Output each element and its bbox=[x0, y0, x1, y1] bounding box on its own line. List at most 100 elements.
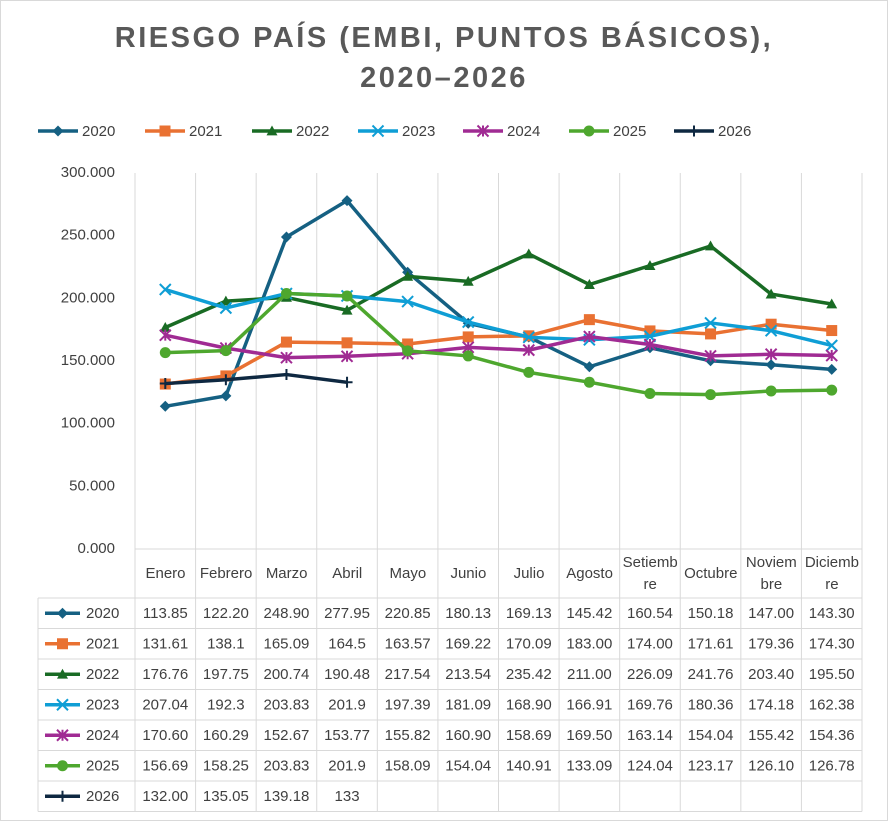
table-cell: 162.38 bbox=[809, 697, 855, 714]
marker bbox=[688, 125, 700, 137]
table-cell: 131.61 bbox=[142, 636, 188, 653]
table-cell: 145.42 bbox=[566, 605, 612, 622]
table-row-label: 2024 bbox=[86, 727, 119, 744]
series-line bbox=[165, 372, 348, 386]
y-tick-label: 150.000 bbox=[61, 352, 115, 369]
table-cell: 176.76 bbox=[142, 666, 188, 683]
legend-label: 2024 bbox=[507, 123, 540, 140]
table-cell: 174.00 bbox=[627, 636, 673, 653]
marker bbox=[280, 336, 292, 348]
marker bbox=[825, 339, 838, 352]
x-tick-label: Setiembre bbox=[622, 554, 678, 593]
x-tick-label: Octubre bbox=[684, 565, 738, 582]
marker bbox=[402, 338, 414, 350]
table-cell: 174.18 bbox=[748, 697, 794, 714]
x-tick-label: Febrero bbox=[199, 565, 253, 582]
series-line bbox=[164, 287, 833, 348]
marker bbox=[583, 125, 595, 137]
marker bbox=[159, 378, 171, 390]
marker bbox=[57, 668, 68, 679]
x-tick-label: Diciembre bbox=[804, 554, 859, 593]
marker bbox=[462, 350, 474, 362]
table-row-label: 2023 bbox=[86, 697, 119, 714]
table-cell: 174.30 bbox=[809, 636, 855, 653]
table-cell: 220.85 bbox=[385, 605, 431, 622]
legend-label: 2026 bbox=[718, 123, 751, 140]
table-cell: 113.85 bbox=[143, 605, 188, 622]
table-cell: 160.90 bbox=[445, 727, 491, 744]
table-cell: 123.17 bbox=[688, 758, 734, 775]
table-cell: 124.04 bbox=[627, 758, 673, 775]
table-cell: 133.09 bbox=[566, 758, 612, 775]
marker bbox=[462, 315, 475, 329]
table-cell: 153.77 bbox=[324, 727, 370, 744]
table-cell: 122.20 bbox=[203, 605, 249, 622]
marker bbox=[705, 328, 717, 340]
marker bbox=[583, 279, 595, 289]
table-cell: 203.83 bbox=[264, 758, 310, 775]
marker bbox=[220, 295, 232, 306]
marker bbox=[341, 376, 353, 388]
legend-label: 2021 bbox=[189, 123, 222, 140]
x-tick-label: Agosto bbox=[566, 565, 613, 582]
table-cell: 170.09 bbox=[506, 636, 552, 653]
marker bbox=[57, 607, 68, 619]
y-tick-label: 100.000 bbox=[61, 415, 115, 432]
x-tick-label: Abril bbox=[332, 565, 363, 582]
table-cell: 192.3 bbox=[207, 697, 245, 714]
marker bbox=[220, 345, 232, 357]
table-cell: 171.61 bbox=[688, 636, 734, 653]
x-tick-label: Enero bbox=[145, 565, 186, 582]
table-cell: 207.04 bbox=[142, 697, 188, 714]
marker bbox=[341, 195, 353, 207]
table-cell: 126.10 bbox=[748, 758, 794, 775]
marker bbox=[266, 125, 278, 136]
table-cell: 164.5 bbox=[328, 636, 366, 653]
marker bbox=[220, 374, 232, 386]
marker bbox=[765, 288, 777, 299]
marker bbox=[583, 376, 595, 388]
marker bbox=[825, 349, 838, 362]
marker bbox=[219, 301, 233, 315]
table-cell: 165.09 bbox=[264, 636, 310, 653]
chart-title: RIESGO PAÍS (EMBI, PUNTOS BÁSICOS), 2020… bbox=[114, 22, 774, 94]
marker bbox=[280, 288, 292, 300]
y-tick-label: 0.000 bbox=[77, 540, 115, 557]
marker bbox=[826, 298, 838, 309]
table-cell: 248.90 bbox=[264, 605, 310, 622]
marker bbox=[159, 125, 171, 137]
marker bbox=[159, 321, 171, 332]
table-cell: 150.18 bbox=[688, 605, 734, 622]
legend-label: 2025 bbox=[613, 123, 646, 140]
marker bbox=[401, 295, 414, 308]
y-tick-label: 200.000 bbox=[61, 289, 115, 306]
table-row-label: 2021 bbox=[86, 636, 119, 653]
marker bbox=[402, 270, 414, 281]
marker bbox=[476, 124, 490, 138]
table-cell: 166.91 bbox=[566, 697, 612, 714]
marker bbox=[371, 124, 385, 138]
marker bbox=[56, 698, 69, 711]
marker bbox=[220, 390, 232, 402]
table-row-label: 2026 bbox=[86, 788, 119, 805]
marker bbox=[644, 388, 656, 400]
table-cell: 163.14 bbox=[627, 727, 673, 744]
table-cell: 190.48 bbox=[324, 666, 370, 683]
table-cell: 226.09 bbox=[627, 666, 673, 683]
marker bbox=[159, 400, 171, 412]
table-cell: 160.29 bbox=[203, 727, 249, 744]
marker bbox=[704, 316, 717, 330]
x-tick-label: Marzo bbox=[265, 565, 308, 582]
series-line bbox=[165, 317, 832, 386]
series-line bbox=[165, 291, 832, 397]
marker bbox=[764, 324, 778, 337]
table-cell: 126.78 bbox=[809, 758, 855, 775]
table-cell: 132.00 bbox=[142, 788, 188, 805]
marker bbox=[341, 290, 353, 302]
table-cell: 158.69 bbox=[506, 727, 552, 744]
y-tick-label: 50.000 bbox=[69, 477, 115, 494]
table-cell: 197.75 bbox=[203, 666, 249, 683]
y-tick-label: 300.000 bbox=[61, 164, 115, 181]
marker bbox=[52, 125, 64, 137]
